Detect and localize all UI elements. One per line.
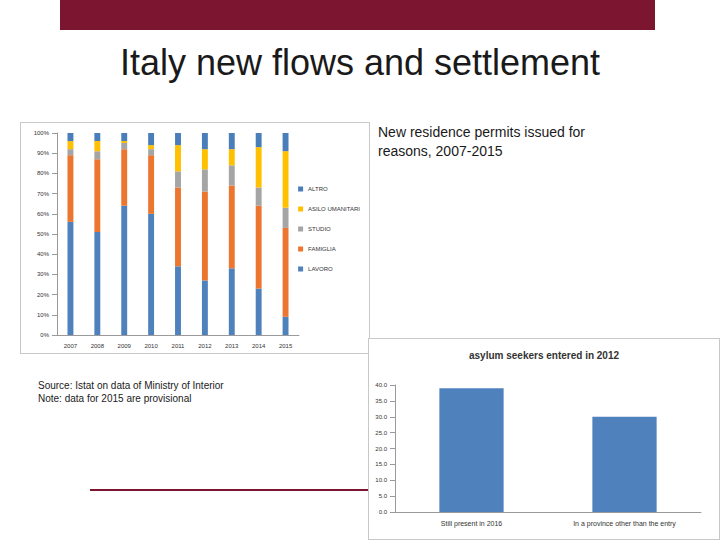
svg-text:LAVORO: LAVORO — [308, 266, 333, 272]
svg-text:2012: 2012 — [198, 343, 212, 349]
svg-text:20%: 20% — [37, 292, 50, 298]
svg-text:0%: 0% — [40, 332, 49, 338]
svg-text:100%: 100% — [34, 130, 50, 136]
svg-text:35.0: 35.0 — [375, 398, 387, 404]
svg-text:20.0: 20.0 — [375, 446, 387, 452]
svg-text:5.0: 5.0 — [379, 493, 388, 499]
html-text:Italy new flows and settlement: Italy new flows and settlement — [119, 42, 601, 83]
svg-text:2011: 2011 — [172, 343, 186, 349]
svg-text:STUDIO: STUDIO — [308, 226, 331, 232]
svg-text:2009: 2009 — [118, 343, 132, 349]
svg-text:30.0: 30.0 — [375, 414, 387, 420]
svg-text:2013: 2013 — [225, 343, 239, 349]
svg-text:40%: 40% — [37, 251, 50, 257]
svg-text:30%: 30% — [37, 271, 50, 277]
svg-text:15.0: 15.0 — [375, 461, 387, 467]
svg-text:Still present in 2016: Still present in 2016 — [441, 520, 503, 528]
svg-text:70%: 70% — [37, 191, 50, 197]
svg-text:asylum seekers entered in 2012: asylum seekers entered in 2012 — [469, 350, 620, 361]
svg-text:25.0: 25.0 — [375, 430, 387, 436]
svg-text:FAMIGLIA: FAMIGLIA — [308, 246, 336, 252]
svg-text:0.0: 0.0 — [379, 509, 388, 515]
svg-text:2008: 2008 — [91, 343, 105, 349]
svg-text:2007: 2007 — [64, 343, 78, 349]
html-text:New residence permits issued f: New residence permits issued for reasons… — [378, 124, 585, 159]
svg-text:2010: 2010 — [144, 343, 158, 349]
svg-text:50%: 50% — [37, 231, 50, 237]
svg-text:10.0: 10.0 — [375, 477, 387, 483]
svg-text:ASILO UMANITARI: ASILO UMANITARI — [308, 206, 360, 212]
svg-text:2014: 2014 — [252, 343, 266, 349]
svg-text:ALTRO: ALTRO — [308, 186, 328, 192]
svg-text:2015: 2015 — [279, 343, 293, 349]
svg-text:90%: 90% — [37, 150, 50, 156]
html-text:Note: data for 2015 are provis: Note: data for 2015 are provisional — [38, 393, 192, 404]
svg-text:60%: 60% — [37, 211, 50, 217]
svg-text:80%: 80% — [37, 170, 50, 176]
svg-text:40.0: 40.0 — [375, 382, 387, 388]
html-text:Source: Istat on data of Minis: Source: Istat on data of Ministry of Int… — [38, 380, 224, 391]
svg-text:10%: 10% — [37, 312, 50, 318]
svg-text:In a province other than the e: In a province other than the entry — [573, 520, 676, 528]
